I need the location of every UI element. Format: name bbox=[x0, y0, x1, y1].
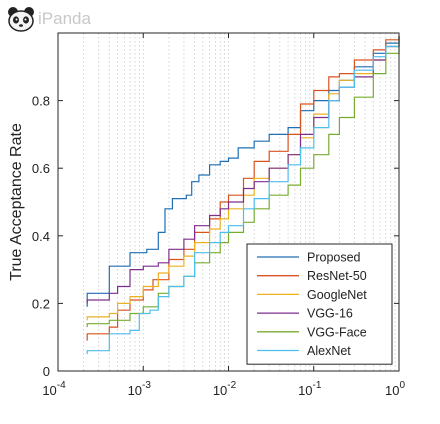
x-tick-label: 10-2 bbox=[213, 380, 237, 398]
y-tick-label: 0.8 bbox=[32, 94, 50, 109]
y-tick-label: 0.2 bbox=[32, 296, 50, 311]
legend-box bbox=[246, 243, 393, 365]
series-line-vgg-face bbox=[86, 36, 400, 328]
legend-label: VGG-Face bbox=[307, 325, 367, 339]
x-tick-label: 10-4 bbox=[42, 380, 66, 398]
x-tick-label: 10-1 bbox=[298, 380, 322, 398]
series-line-alexnet bbox=[86, 36, 400, 355]
x-tick-label: 10-3 bbox=[128, 380, 152, 398]
x-tick-label: 100 bbox=[385, 380, 405, 398]
legend-label: Proposed bbox=[307, 251, 361, 265]
legend-label: AlexNet bbox=[307, 344, 351, 358]
y-tick-label: 0.4 bbox=[32, 229, 50, 244]
legend-label: VGG-16 bbox=[307, 307, 353, 321]
watermark: iPanda bbox=[6, 6, 91, 32]
panda-logo-icon bbox=[8, 7, 34, 32]
y-tick-label: 0.6 bbox=[32, 161, 50, 176]
watermark-text: iPanda bbox=[38, 9, 91, 28]
y-axis-label: True Acceptance Rate bbox=[8, 123, 25, 281]
series-line-resnet-50 bbox=[86, 36, 400, 341]
y-tick-label: 0 bbox=[43, 364, 50, 379]
legend-label: GoogleNet bbox=[307, 288, 367, 302]
series-line-googlenet bbox=[86, 36, 400, 321]
legend-label: ResNet-50 bbox=[307, 269, 367, 283]
